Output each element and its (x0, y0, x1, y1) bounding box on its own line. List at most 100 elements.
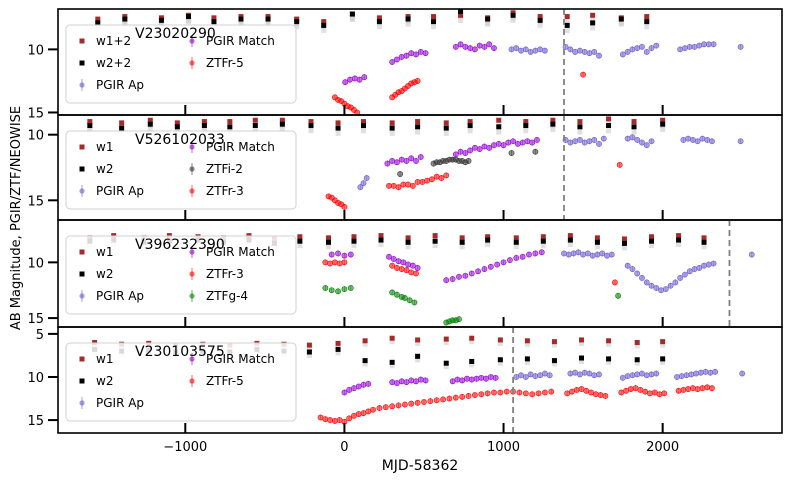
data-point-pgir_ap (586, 138, 593, 145)
data-point-w1 (376, 15, 382, 21)
data-point-w2 (524, 356, 530, 362)
data-point-ztf_r (535, 390, 542, 397)
faint-point (701, 244, 707, 250)
data-point-ztf_r (647, 390, 653, 397)
data-point-w2 (415, 353, 421, 359)
data-point-ztf_r (661, 390, 668, 397)
data-point-ztf_r (503, 388, 510, 395)
data-point-ztf_r (365, 408, 372, 415)
legend-marker-pgir_match (189, 144, 195, 150)
data-point-pgir_match (526, 251, 532, 258)
data-point-pgir_ap (710, 260, 717, 267)
faint-point (265, 19, 271, 25)
data-point-pgir_ap (513, 45, 520, 52)
data-point-pgir_ap (680, 137, 687, 143)
legend-label: w1 (96, 352, 113, 366)
faint-point (147, 126, 153, 132)
data-point-pgir_match (395, 258, 402, 265)
data-point-ztf_g (341, 286, 348, 293)
data-point-ztf_r (580, 71, 586, 78)
data-point-w1 (701, 235, 707, 241)
data-point-w1 (432, 233, 438, 239)
data-point-ztf_r (632, 385, 639, 392)
data-point-pgir_match (486, 144, 493, 151)
data-point-pgir_match (468, 270, 475, 277)
data-point-pgir_ap (686, 268, 693, 275)
data-point-pgir_ap (697, 369, 704, 376)
data-point-w2 (389, 359, 395, 365)
data-point-ztf_i (532, 148, 539, 155)
data-point-pgir_ap (648, 138, 655, 145)
legend-marker-ztf_r (189, 188, 195, 194)
legend-label: w2 (96, 374, 113, 388)
data-point-ztf_r (618, 389, 625, 396)
data-point-pgir_ap (527, 49, 534, 55)
data-point-pgir_ap (542, 47, 548, 54)
data-point-pgir_ap (648, 45, 655, 52)
faint-point (564, 27, 570, 33)
data-point-pgir_match (487, 374, 494, 380)
data-point-pgir_ap (701, 262, 707, 269)
data-point-pgir_match (394, 380, 400, 386)
data-point-pgir_match (500, 142, 507, 149)
data-point-w1 (660, 339, 666, 345)
data-point-ztf_r (322, 416, 329, 423)
data-point-w1 (485, 234, 491, 240)
data-point-ztf_r (516, 389, 523, 396)
data-point-w1 (550, 117, 556, 123)
data-point-pgir_ap (518, 372, 524, 379)
y-tick-label: 15 (27, 194, 44, 209)
data-point-w1 (211, 15, 217, 21)
data-point-w1 (306, 342, 312, 348)
data-point-w2 (335, 346, 341, 352)
y-tick-label: 10 (27, 371, 44, 386)
data-point-pgir_match (384, 160, 391, 167)
data-point-ztf_r (389, 262, 396, 269)
legend-marker-pgir_match (189, 356, 195, 362)
data-point-pgir_match (346, 387, 353, 393)
y-tick-label: 5 (36, 328, 44, 343)
data-point-ztf_r (623, 387, 629, 394)
data-point-pgir_ap (707, 369, 714, 376)
data-point-w2 (227, 124, 233, 130)
data-point-ztf_g (335, 288, 341, 295)
data-point-pgir_match (365, 380, 372, 387)
data-point-ztf_r (689, 385, 696, 392)
data-point-pgir_ap (674, 374, 680, 380)
data-point-ztf_r (386, 182, 392, 189)
data-point-w2 (594, 239, 600, 245)
data-point-pgir_match (519, 253, 526, 260)
data-point-ztf_r (327, 417, 333, 423)
legend-label: PGIR Match (206, 245, 275, 259)
faint-point (579, 340, 585, 346)
faint-point (443, 130, 449, 136)
legend-label: PGIR Match (206, 140, 275, 154)
legend-marker-ztf_i (189, 166, 195, 172)
data-point-ztf_r (578, 386, 585, 392)
faint-point (551, 342, 557, 348)
data-point-w2 (405, 16, 411, 22)
data-point-pgir_match (408, 155, 415, 162)
data-point-pgir_match (507, 257, 513, 264)
data-point-pgir_match (409, 262, 416, 269)
data-point-pgir_ap (572, 49, 579, 55)
data-point-pgir_ap (634, 137, 641, 143)
faint-point (431, 24, 437, 30)
data-point-pgir_ap (532, 373, 539, 380)
data-point-pgir_match (457, 148, 464, 155)
data-point-pgir_match (519, 139, 526, 146)
data-point-ztf_r (424, 177, 431, 184)
data-point-ztf_r (427, 398, 434, 405)
data-point-w2 (550, 121, 556, 127)
data-point-w2 (564, 22, 570, 28)
data-point-pgir_ap (688, 371, 695, 378)
data-point-w2 (443, 125, 449, 131)
data-point-ztf_r (452, 394, 459, 401)
data-point-ztf_r (394, 265, 400, 271)
legend-marker-ztf_g (189, 293, 195, 299)
faint-point (443, 364, 449, 370)
data-point-pgir_ap (689, 137, 696, 143)
data-point-w1 (458, 12, 464, 18)
data-point-w2 (389, 125, 395, 131)
data-point-pgir_match (347, 251, 354, 258)
